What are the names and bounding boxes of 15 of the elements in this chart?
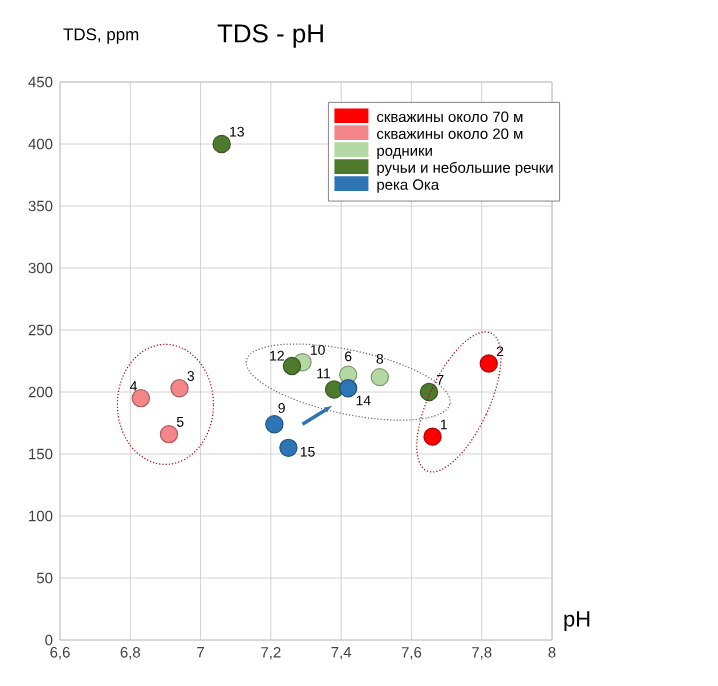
point [265, 415, 284, 434]
y-axis-title: TDS, ppm [63, 28, 139, 44]
point [282, 356, 302, 376]
point [212, 134, 231, 154]
chart-title: TDS - pH [217, 24, 323, 48]
point [170, 379, 189, 398]
point [479, 354, 498, 373]
point [159, 424, 179, 444]
point [370, 367, 389, 387]
point [131, 389, 150, 408]
point [419, 382, 439, 402]
point [423, 427, 442, 446]
point [339, 379, 358, 398]
point [279, 438, 298, 457]
x-axis-title: pH [564, 611, 590, 631]
